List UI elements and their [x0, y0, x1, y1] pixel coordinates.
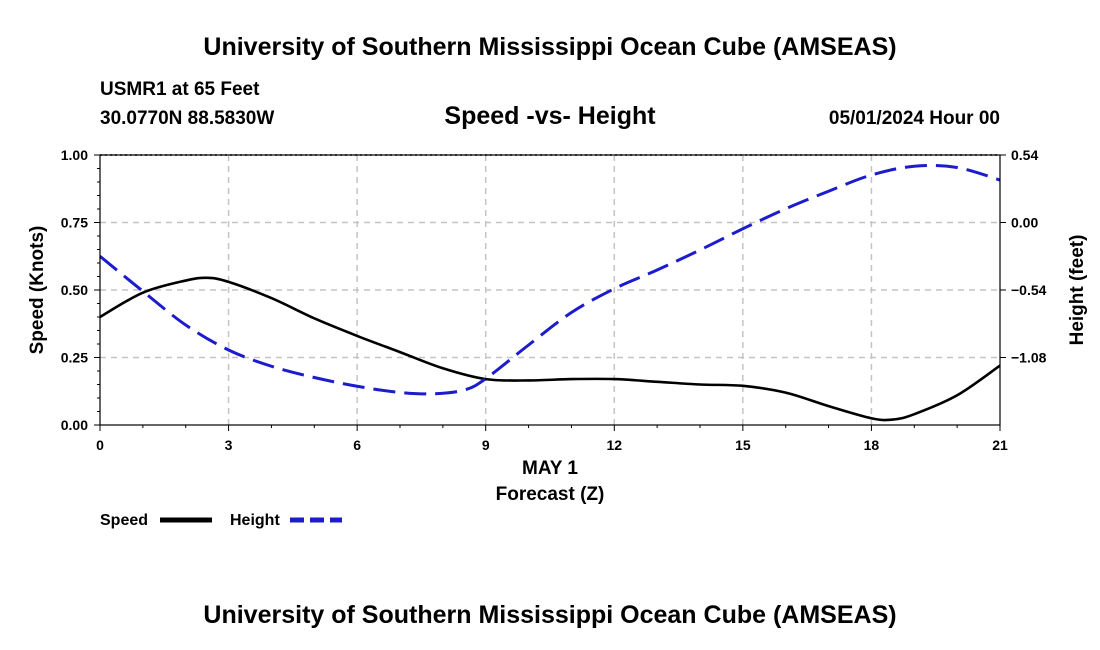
series-line-height — [99, 163, 1001, 396]
y-left-tick-label: 0.50 — [61, 282, 88, 298]
legend-speed-label: Speed — [100, 512, 148, 529]
series-line-speed — [99, 276, 1001, 422]
y-axis-right-label: Height (feet) — [1067, 235, 1088, 346]
y-left-tick-label: 1.00 — [61, 147, 88, 163]
x-tick-label: 3 — [225, 437, 233, 453]
x-tick-label: 0 — [96, 437, 104, 453]
y-right-tick-label: −0.54 — [1011, 282, 1047, 298]
chart-title: Speed -vs- Height — [444, 102, 656, 130]
legend-height-label: Height — [230, 512, 280, 529]
grid — [100, 154, 1000, 425]
coordinates-label: 30.0770N 88.5830W — [100, 108, 274, 129]
datetime-label: 05/01/2024 Hour 00 — [829, 108, 1000, 129]
y-right-tick-label: 0.54 — [1011, 147, 1038, 163]
y-left-tick-label: 0.00 — [61, 417, 88, 433]
x-tick-label: 9 — [482, 437, 490, 453]
y-axis-left-label: Speed (Knots) — [27, 226, 48, 355]
x-tick-label: 15 — [735, 437, 751, 453]
x-axis-date-label: MAY 1 — [522, 458, 578, 479]
station-label: USMR1 at 65 Feet — [100, 79, 260, 100]
axis-ticks: 0 3 6 9 12 15 18 21 0.00 0.25 0.50 0.75 1.00 0.54 0.00… — [61, 147, 1047, 453]
x-tick-label: 18 — [864, 437, 880, 453]
legend: Speed Height — [100, 512, 342, 529]
plot-frame — [99, 154, 1001, 426]
x-tick-label: 21 — [992, 437, 1008, 453]
series-lines — [99, 163, 1001, 422]
y-left-tick-label: 0.75 — [61, 215, 88, 231]
title-bottom: University of Southern Mississippi Ocean… — [203, 601, 896, 629]
x-tick-label: 12 — [606, 437, 622, 453]
y-left-tick-label: 0.25 — [61, 350, 88, 366]
x-axis-label: Forecast (Z) — [496, 484, 605, 505]
y-right-tick-label: −1.08 — [1011, 350, 1047, 366]
y-right-tick-label: 0.00 — [1011, 215, 1038, 231]
x-tick-label: 6 — [353, 437, 361, 453]
title-top: University of Southern Mississippi Ocean… — [203, 33, 896, 61]
